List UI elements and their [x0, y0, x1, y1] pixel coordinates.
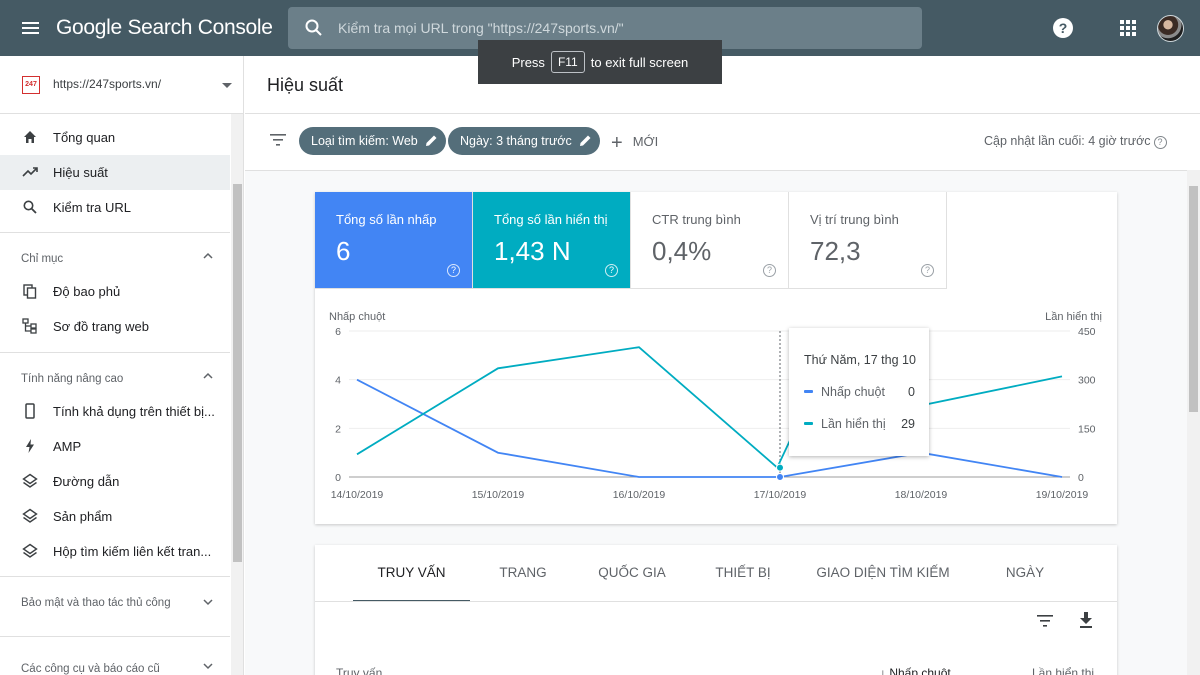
tab-queries[interactable]: TRUY VẤN	[353, 545, 470, 602]
tab-search-appearance[interactable]: GIAO DIỆN TÌM KIẾM	[816, 565, 950, 580]
tooltip-date: Thứ Năm, 17 thg 10	[804, 353, 916, 367]
performance-card: Tổng số lần nhấp 6 ? Tổng số lần hiển th…	[315, 192, 1117, 524]
metric-average-position[interactable]: Vị trí trung bình 72,3 ?	[789, 192, 947, 289]
tooltip-row-impressions: Lần hiển thị 29	[804, 417, 919, 431]
layers-icon	[22, 543, 38, 558]
layers-icon	[22, 473, 38, 488]
main-scrollbar-thumb[interactable]	[1189, 186, 1198, 412]
chevron-up-icon	[203, 372, 213, 379]
sidebar-divider	[0, 232, 230, 233]
edit-pencil-icon	[425, 135, 437, 146]
top-app-bar: Google Search Console ?	[0, 0, 1200, 56]
page-title: Hiệu suất	[267, 75, 344, 95]
plus-icon: +	[611, 132, 623, 154]
sidebar-scrollbar-thumb[interactable]	[233, 184, 242, 562]
smartphone-icon	[25, 403, 35, 419]
sidebar-item-mobile-usability[interactable]: Tính khả dụng trên thiết bị...	[0, 394, 230, 429]
chevron-up-icon	[203, 252, 213, 259]
sidebar-item-overview[interactable]: Tổng quan	[0, 120, 230, 155]
sidebar-item-url-inspection[interactable]: Kiểm tra URL	[0, 190, 230, 225]
impressions-legend-swatch	[804, 422, 813, 425]
sidebar-divider	[0, 576, 230, 577]
section-legacy-header[interactable]: Các công cụ và báo cáo cũ	[0, 652, 230, 675]
help-icon[interactable]: ?	[1053, 18, 1073, 38]
metric-total-impressions[interactable]: Tổng số lần hiển thị 1,43 N ?	[473, 192, 631, 289]
sidebar-item-performance[interactable]: Hiệu suất	[0, 155, 230, 190]
sidebar-item-sitemaps[interactable]: Sơ đồ trang web	[0, 309, 230, 344]
search-icon	[23, 200, 37, 214]
help-circle-icon[interactable]: ?	[447, 264, 460, 277]
copy-icon	[23, 284, 37, 299]
property-selector[interactable]: 247 https://247sports.vn/	[0, 56, 243, 114]
fullscreen-toast: Press F11 to exit full screen	[478, 40, 722, 84]
sidebar-item-breadcrumbs[interactable]: Đường dẫn	[0, 464, 230, 499]
column-header-impressions[interactable]: Lần hiển thị	[1032, 666, 1095, 675]
edit-pencil-icon	[579, 135, 591, 146]
sidebar-item-coverage[interactable]: Độ bao phủ	[0, 274, 230, 309]
tab-dates[interactable]: NGÀY	[1005, 565, 1045, 580]
download-icon[interactable]	[1079, 612, 1093, 629]
help-circle-icon[interactable]: ?	[605, 264, 618, 277]
property-favicon: 247	[22, 76, 40, 94]
filter-list-icon[interactable]	[1037, 615, 1053, 627]
tabs-divider	[315, 601, 1117, 602]
product-logo[interactable]: Google Search Console	[56, 16, 273, 39]
chevron-down-icon	[203, 663, 213, 670]
sidebar: 247 https://247sports.vn/ Tổng quan Hiệu…	[0, 56, 244, 675]
chart-tooltip: Thứ Năm, 17 thg 10 Nhấp chuột 0 Lần hiển…	[789, 328, 929, 456]
section-enhancements-header[interactable]: Tính năng nâng cao	[0, 362, 230, 392]
metric-average-ctr[interactable]: CTR trung bình 0,4% ?	[631, 192, 789, 289]
column-header-clicks[interactable]: ↓ Nhấp chuột	[880, 666, 951, 675]
search-input[interactable]	[338, 18, 898, 38]
sidebar-divider	[0, 636, 230, 637]
home-icon	[24, 131, 36, 143]
menu-icon[interactable]	[20, 17, 42, 39]
filter-chip-date[interactable]: Ngày: 3 tháng trước	[448, 127, 600, 155]
metric-total-clicks[interactable]: Tổng số lần nhấp 6 ?	[315, 192, 473, 289]
last-updated-text: Cập nhật lần cuối: 4 giờ trước?	[984, 134, 1167, 149]
layers-icon	[22, 508, 38, 523]
clicks-legend-swatch	[804, 390, 813, 393]
sidebar-item-sitelinks-searchbox[interactable]: Hộp tìm kiếm liên kết tran...	[0, 534, 230, 569]
sidebar-divider	[0, 352, 230, 353]
dropdown-caret-icon	[222, 83, 232, 88]
filter-chip-search-type[interactable]: Loại tìm kiếm: Web	[299, 127, 446, 155]
property-name: https://247sports.vn/	[53, 77, 162, 91]
bolt-icon	[26, 439, 34, 453]
trending-up-icon	[22, 167, 38, 177]
tab-countries[interactable]: QUỐC GIA	[598, 565, 666, 580]
filter-list-icon[interactable]	[270, 134, 286, 146]
sidebar-item-amp[interactable]: AMP	[0, 429, 230, 464]
section-security-header[interactable]: Bảo mật và thao tác thủ công	[0, 586, 230, 630]
dimension-table-card: TRUY VẤN TRANG QUỐC GIA THIẾT BỊ GIAO DI…	[315, 545, 1117, 675]
f11-key: F11	[550, 51, 585, 73]
sidebar-item-products[interactable]: Sản phẩm	[0, 499, 230, 534]
help-circle-icon[interactable]: ?	[763, 264, 776, 277]
url-inspection-search	[288, 7, 922, 49]
search-icon[interactable]	[304, 18, 324, 38]
help-circle-icon[interactable]: ?	[921, 264, 934, 277]
tab-pages[interactable]: TRANG	[499, 565, 547, 580]
apps-grid-icon[interactable]	[1120, 20, 1136, 36]
tooltip-row-clicks: Nhấp chuột 0	[804, 385, 919, 399]
tab-devices[interactable]: THIẾT BỊ	[715, 565, 771, 580]
header-divider	[245, 113, 1200, 114]
section-index-header[interactable]: Chỉ mục	[0, 242, 230, 272]
new-filter-button[interactable]: + MỚI	[611, 132, 659, 154]
account-avatar[interactable]	[1157, 15, 1184, 42]
chevron-down-icon	[203, 599, 213, 606]
help-circle-icon[interactable]: ?	[1153, 136, 1167, 149]
sitemap-icon	[22, 318, 37, 334]
column-header-query[interactable]: Truy vấn	[336, 666, 383, 675]
